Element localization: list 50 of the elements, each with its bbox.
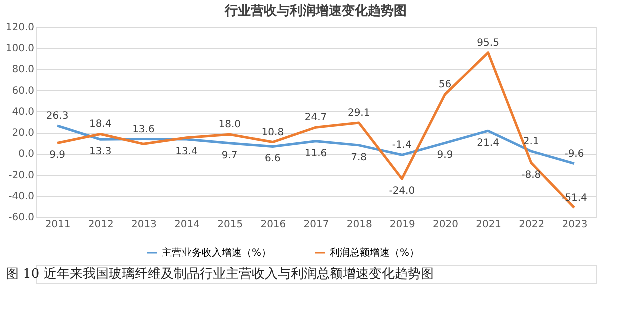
x-tick-label: 2013 bbox=[131, 220, 157, 230]
legend-label: 主营业务收入增速（%） bbox=[162, 247, 272, 259]
data-label: 29.1 bbox=[348, 108, 370, 119]
y-tick-label: -40.0 bbox=[8, 191, 34, 202]
data-label: -1.4 bbox=[392, 140, 412, 152]
x-tick-label: 2011 bbox=[45, 220, 71, 230]
x-tick-label: 2020 bbox=[433, 220, 458, 230]
legend-label: 利润总额增速（%） bbox=[330, 247, 420, 259]
data-label: 13.3 bbox=[89, 146, 112, 158]
x-tick-label: 2017 bbox=[304, 220, 330, 230]
data-label: 18.0 bbox=[218, 120, 241, 131]
x-tick-label: 2015 bbox=[218, 220, 244, 230]
data-label: 10.8 bbox=[262, 127, 284, 138]
data-label: 21.4 bbox=[477, 138, 500, 150]
y-tick-label: 100.0 bbox=[6, 44, 34, 55]
data-label: 13.4 bbox=[176, 146, 198, 158]
data-label: 56 bbox=[438, 80, 452, 91]
caption: 图 10 近年来我国玻璃纤维及制品行业主营收入与利润总额增速变化趋势图 bbox=[6, 266, 434, 282]
x-tick-label: 2019 bbox=[390, 220, 416, 230]
data-label: 13.6 bbox=[132, 124, 155, 136]
data-label: -8.8 bbox=[522, 170, 542, 181]
y-tick-label: 80.0 bbox=[12, 64, 34, 76]
data-label: -24.0 bbox=[389, 186, 416, 197]
y-tick-label: -60.0 bbox=[8, 212, 34, 224]
x-tick-label: 2021 bbox=[476, 220, 502, 230]
x-tick-label: 2014 bbox=[174, 220, 200, 230]
x-tick-label: 2023 bbox=[562, 220, 588, 230]
y-tick-label: 20.0 bbox=[12, 128, 34, 140]
data-label: 24.7 bbox=[304, 112, 328, 124]
y-tick-label: 60.0 bbox=[12, 86, 34, 97]
chart-title: 行业营收与利润增速变化趋势图 bbox=[224, 3, 407, 19]
y-tick-label: 40.0 bbox=[12, 106, 34, 118]
y-tick-label: 0.0 bbox=[18, 149, 34, 160]
data-label: 2.1 bbox=[523, 136, 540, 148]
data-label: 18.4 bbox=[89, 119, 112, 130]
data-label: 7.8 bbox=[351, 152, 368, 164]
y-tick-label: 120.0 bbox=[6, 22, 34, 34]
data-label: 26.3 bbox=[46, 110, 69, 122]
data-label: 95.5 bbox=[477, 38, 500, 49]
data-label: 11.6 bbox=[304, 148, 328, 160]
x-tick-label: 2016 bbox=[260, 220, 286, 230]
x-tick-label: 2018 bbox=[346, 220, 372, 230]
data-label: 6.6 bbox=[264, 154, 281, 165]
data-label: -9.6 bbox=[564, 148, 584, 160]
data-label: 9.9 bbox=[50, 150, 66, 162]
x-tick-label: 2012 bbox=[88, 220, 114, 230]
data-label: 9.9 bbox=[437, 150, 454, 162]
data-label: 9.7 bbox=[222, 150, 238, 162]
x-tick-label: 2022 bbox=[519, 220, 545, 230]
y-tick-label: -20.0 bbox=[8, 170, 34, 182]
